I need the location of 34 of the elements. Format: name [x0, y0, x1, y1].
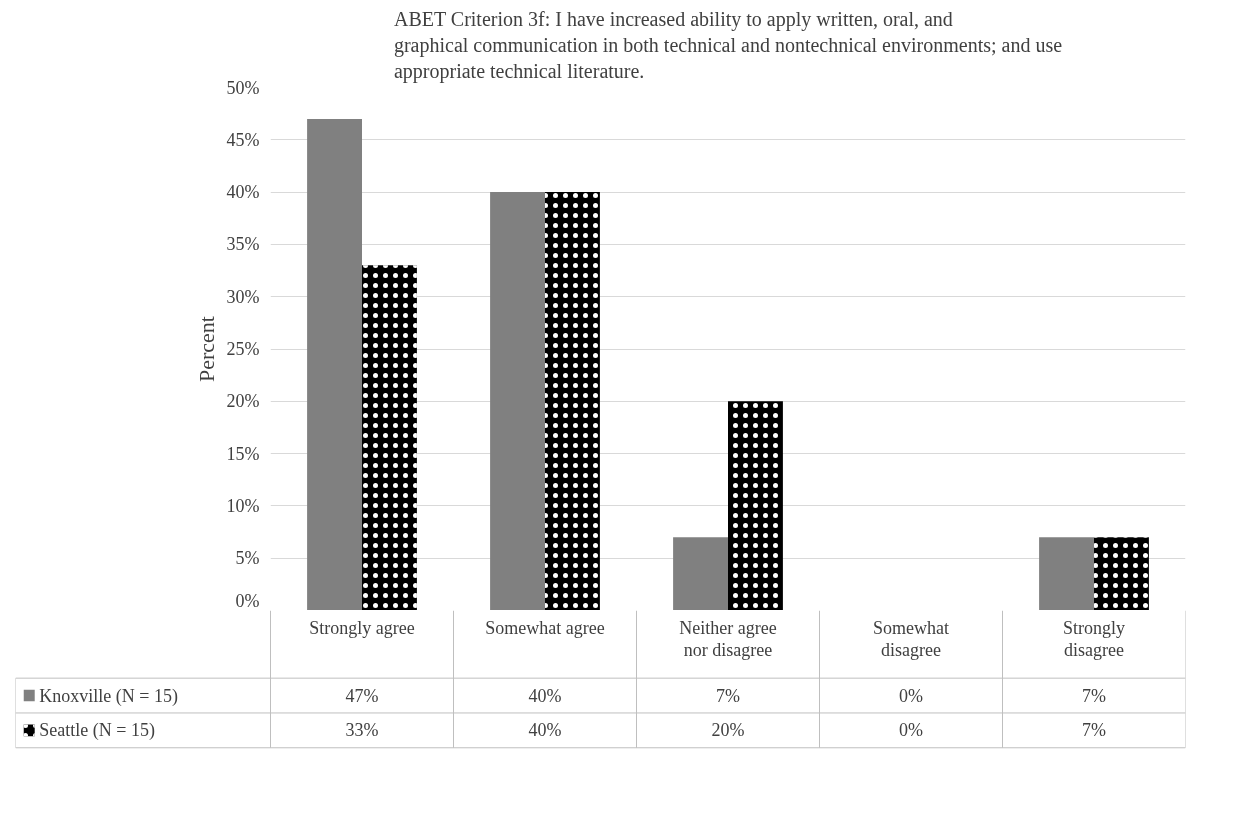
- y-tick-label: 50%: [226, 77, 260, 98]
- y-tick-label: 30%: [226, 286, 260, 307]
- y-tick-label: 45%: [226, 129, 260, 150]
- data-label: 40%: [528, 720, 562, 741]
- x-tick-label: Strongly agree: [309, 618, 415, 639]
- x-tick-label: Somewhat disagree: [873, 618, 949, 661]
- y-tick-label: 15%: [226, 443, 260, 464]
- data-label: 40%: [528, 685, 562, 706]
- data-label: 7%: [1082, 685, 1106, 706]
- bar: [673, 537, 728, 610]
- bar: [307, 118, 362, 610]
- y-tick-label: 20%: [226, 391, 260, 412]
- data-label: 7%: [1082, 720, 1106, 741]
- y-tick-label: 0%: [235, 590, 260, 611]
- data-label: 7%: [716, 685, 740, 706]
- x-tick-label: Somewhat agree: [485, 618, 605, 639]
- y-tick-label: 10%: [226, 495, 260, 516]
- y-tick-label: 5%: [235, 548, 260, 569]
- legend-label: Seattle (N = 15): [39, 720, 155, 742]
- legend-label: Knoxville (N = 15): [39, 685, 178, 707]
- chart-title: ABET Criterion 3f: I have increased ability to apply written, oral, and graphical communication in both technical and nontechnical environments; and use appropriate technical literature.: [393, 7, 1063, 84]
- data-label: 47%: [345, 685, 379, 706]
- bar: [490, 192, 545, 610]
- data-label: 33%: [345, 720, 379, 741]
- y-tick-label: 35%: [226, 234, 260, 255]
- bar: [1039, 537, 1094, 610]
- data-label: 20%: [711, 720, 745, 741]
- data-label: 0%: [899, 720, 923, 741]
- y-axis-title: Percent: [193, 316, 219, 382]
- y-tick-label: 40%: [226, 182, 260, 203]
- y-tick-label: 25%: [226, 339, 260, 359]
- x-tick-label: Strongly disagree: [1063, 618, 1126, 661]
- x-tick-label: Neither agree nor disagree: [679, 618, 777, 661]
- data-label: 0%: [899, 685, 923, 706]
